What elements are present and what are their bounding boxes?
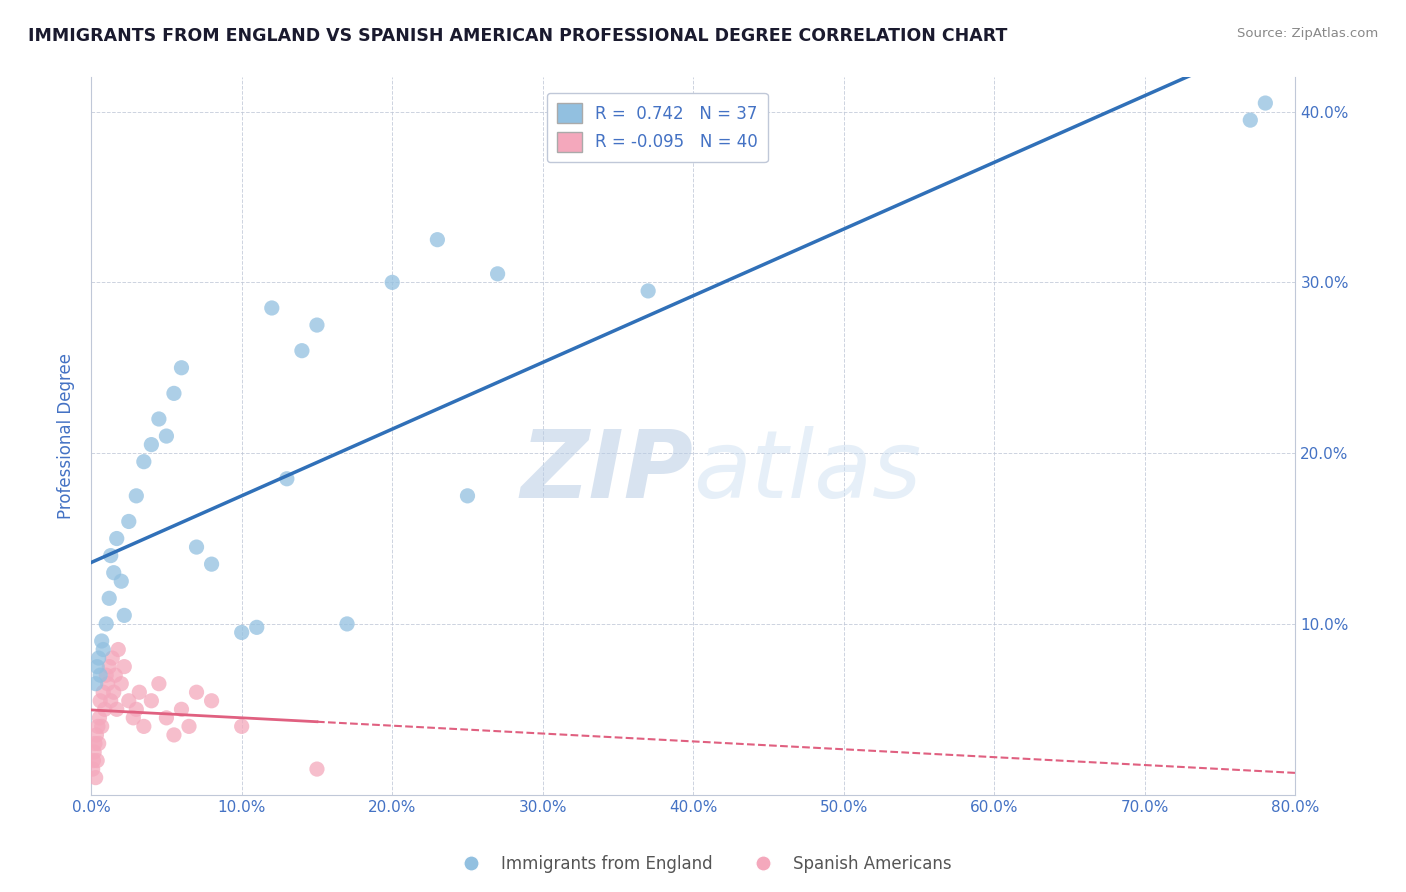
Point (98, 591, 121, 606)
Point (155, 429, 177, 443)
Point (231, 625, 253, 640)
Point (105, 702, 128, 716)
Point (1254, 96, 1277, 111)
Point (93, 702, 115, 716)
Point (100, 549, 122, 563)
Point (84, 736, 107, 750)
Point (486, 267, 509, 281)
Point (170, 360, 193, 375)
Point (86, 754, 108, 768)
Point (637, 284, 659, 298)
Point (112, 608, 135, 623)
Point (96, 616, 118, 631)
Point (83, 745, 105, 759)
Point (86, 728, 108, 742)
Point (132, 455, 155, 469)
Point (457, 489, 479, 503)
Point (87, 736, 110, 750)
Point (125, 702, 148, 716)
Point (125, 489, 148, 503)
Point (305, 762, 328, 776)
Point (112, 659, 135, 673)
Point (105, 532, 128, 546)
Point (291, 343, 314, 358)
Point (118, 694, 141, 708)
Y-axis label: Professional Degree: Professional Degree (58, 353, 75, 519)
Text: IMMIGRANTS FROM ENGLAND VS SPANISH AMERICAN PROFESSIONAL DEGREE CORRELATION CHAR: IMMIGRANTS FROM ENGLAND VS SPANISH AMERI… (28, 27, 1008, 45)
Point (200, 694, 222, 708)
Point (84, 771, 107, 785)
Point (91, 642, 114, 657)
Point (104, 668, 127, 682)
Point (90, 634, 112, 648)
Point (141, 694, 163, 708)
Legend: R =  0.742   N = 37, R = -0.095   N = 40: R = 0.742 N = 37, R = -0.095 N = 40 (547, 93, 768, 162)
Point (110, 574, 132, 589)
Point (84, 676, 107, 690)
Point (246, 620, 269, 634)
Point (163, 728, 186, 742)
Text: Source: ZipAtlas.com: Source: ZipAtlas.com (1237, 27, 1378, 40)
Point (186, 540, 208, 554)
Point (260, 301, 283, 315)
Point (103, 566, 125, 580)
Point (305, 318, 328, 332)
Point (89, 694, 111, 708)
Point (82, 754, 104, 768)
Legend: Immigrants from England, Spanish Americans: Immigrants from England, Spanish America… (449, 848, 957, 880)
Point (141, 437, 163, 451)
Point (276, 472, 298, 486)
Text: atlas: atlas (693, 426, 921, 517)
Point (122, 711, 145, 725)
Point (98, 659, 121, 673)
Text: ZIP: ZIP (520, 426, 693, 518)
Point (148, 676, 170, 690)
Point (186, 685, 208, 699)
Point (87, 719, 110, 733)
Point (86, 659, 108, 673)
Point (177, 719, 200, 733)
Point (1239, 113, 1261, 128)
Point (163, 386, 186, 401)
Point (132, 719, 155, 733)
Point (336, 616, 359, 631)
Point (101, 651, 124, 665)
Point (200, 557, 222, 571)
Point (97, 676, 120, 690)
Point (426, 233, 449, 247)
Point (170, 702, 193, 716)
Point (110, 676, 132, 690)
Point (128, 685, 150, 699)
Point (91, 685, 114, 699)
Point (231, 719, 253, 733)
Point (155, 711, 177, 725)
Point (381, 276, 404, 290)
Point (107, 642, 129, 657)
Point (82, 762, 104, 776)
Point (148, 412, 170, 426)
Point (89, 711, 111, 725)
Point (100, 694, 122, 708)
Point (118, 515, 141, 529)
Point (87, 651, 110, 665)
Point (103, 685, 125, 699)
Point (90, 719, 112, 733)
Point (89, 668, 111, 682)
Point (96, 668, 118, 682)
